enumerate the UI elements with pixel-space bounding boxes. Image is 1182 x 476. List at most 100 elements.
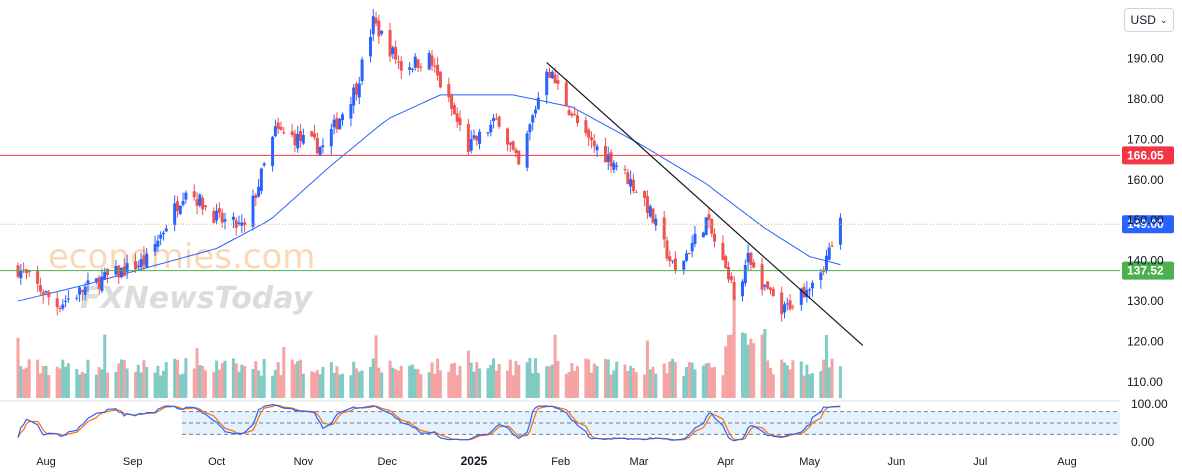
trendline[interactable] (546, 62, 864, 346)
volume-bar (525, 362, 529, 398)
volume-bar (450, 363, 454, 398)
moving-average-line (17, 94, 841, 302)
volume-bar (410, 364, 414, 398)
price-tick-label: 170.00 (1127, 132, 1164, 146)
volume-bar (341, 373, 345, 398)
volume-bar (685, 367, 689, 398)
volume-bar (212, 371, 216, 398)
volume-bar (564, 373, 568, 398)
volume-bar (75, 368, 79, 398)
volume-bar (313, 372, 317, 398)
candle-body (161, 232, 165, 235)
candle-body (178, 205, 182, 215)
volume-bar (220, 363, 224, 398)
candle-body (729, 276, 733, 281)
candle-body (19, 270, 23, 279)
currency-selector[interactable]: USD ⌄ (1124, 8, 1174, 32)
volume-bar (114, 371, 118, 398)
time-tick-label: Oct (208, 456, 225, 468)
candle-body (184, 192, 188, 200)
candle-body (175, 201, 179, 212)
volume-bar (184, 358, 188, 398)
candle-body (357, 83, 361, 98)
candle-body (707, 214, 711, 220)
candle-body (293, 133, 297, 146)
volume-bar (282, 346, 286, 398)
volume-bar (408, 365, 412, 398)
candle-body (690, 243, 694, 252)
candle-body (416, 59, 420, 68)
volume-bar (768, 367, 772, 398)
time-axis[interactable]: Aug Sep Oct Nov Dec 2025 Feb Mar Apr May Jun Jul Aug (36, 454, 1077, 468)
time-tick-label: Apr (717, 456, 734, 468)
level-badge (1122, 215, 1174, 234)
volume-bar (575, 366, 579, 398)
volume-bar (231, 358, 235, 398)
candle-body (103, 272, 107, 280)
candle-body (64, 300, 68, 302)
candle-body (768, 287, 772, 291)
candle-body (701, 232, 705, 238)
volume-bar (419, 374, 423, 398)
volume-bar (478, 368, 482, 398)
candle-body (575, 115, 579, 124)
candle-body (380, 30, 384, 34)
candle-body (430, 55, 434, 66)
time-tick-label: Nov (294, 456, 314, 468)
horizontal-levels: 166.05 149.00 137.52 (0, 146, 1174, 280)
time-tick-label: Aug (1057, 456, 1077, 468)
volume-bar (223, 360, 227, 398)
candle-body (349, 104, 353, 119)
volume-bar (603, 358, 607, 398)
moving-average (17, 94, 841, 302)
candle-body (24, 269, 28, 274)
candle-body (785, 303, 789, 305)
volume-bar (629, 365, 633, 398)
candle-body (788, 300, 792, 310)
volume-bar (257, 370, 261, 398)
price-tick-label: 160.00 (1127, 173, 1164, 187)
volume-bar (592, 363, 596, 398)
price-axis[interactable]: 110.00 120.00 130.00 140.00 150.00 160.00 170.… (0, 11, 1168, 449)
volume-bar (665, 373, 669, 398)
candle-body (634, 191, 638, 193)
volume-bar (492, 358, 496, 398)
candle-body (301, 134, 305, 144)
volume-bar (486, 368, 490, 398)
volume-bar (335, 366, 339, 398)
candle-body (276, 122, 280, 129)
candle-body (203, 205, 207, 208)
volume-bar (497, 364, 501, 398)
candle-body (508, 142, 512, 145)
candle-body (824, 255, 828, 271)
candle-body (827, 247, 831, 260)
volume-bar (752, 343, 756, 398)
volume-bar (66, 363, 70, 398)
volume-bar (315, 370, 319, 398)
candle-body (724, 256, 728, 269)
volume-bar (643, 374, 647, 398)
candle-body (352, 87, 356, 106)
volume-bar (567, 372, 571, 398)
volume-bar (279, 375, 283, 398)
volume-bar (749, 338, 753, 398)
candle-body (612, 162, 616, 170)
volume-bar (175, 359, 179, 398)
volume-bar (64, 366, 68, 398)
volume-bar (125, 368, 129, 398)
volume-bar (19, 366, 23, 398)
volume-bar (651, 366, 655, 398)
trendline-segment (546, 62, 864, 346)
candle-body (469, 139, 473, 151)
volume-bar (413, 368, 417, 398)
candle-body (38, 285, 42, 292)
candle-body (159, 234, 163, 239)
volume-bar (41, 365, 45, 398)
candle-body (192, 191, 196, 198)
price-tick-label: 120.00 (1127, 334, 1164, 348)
volume-bar (380, 372, 384, 398)
candle-body (399, 61, 403, 71)
volume-bar (293, 364, 297, 398)
volume-bar (671, 358, 675, 398)
